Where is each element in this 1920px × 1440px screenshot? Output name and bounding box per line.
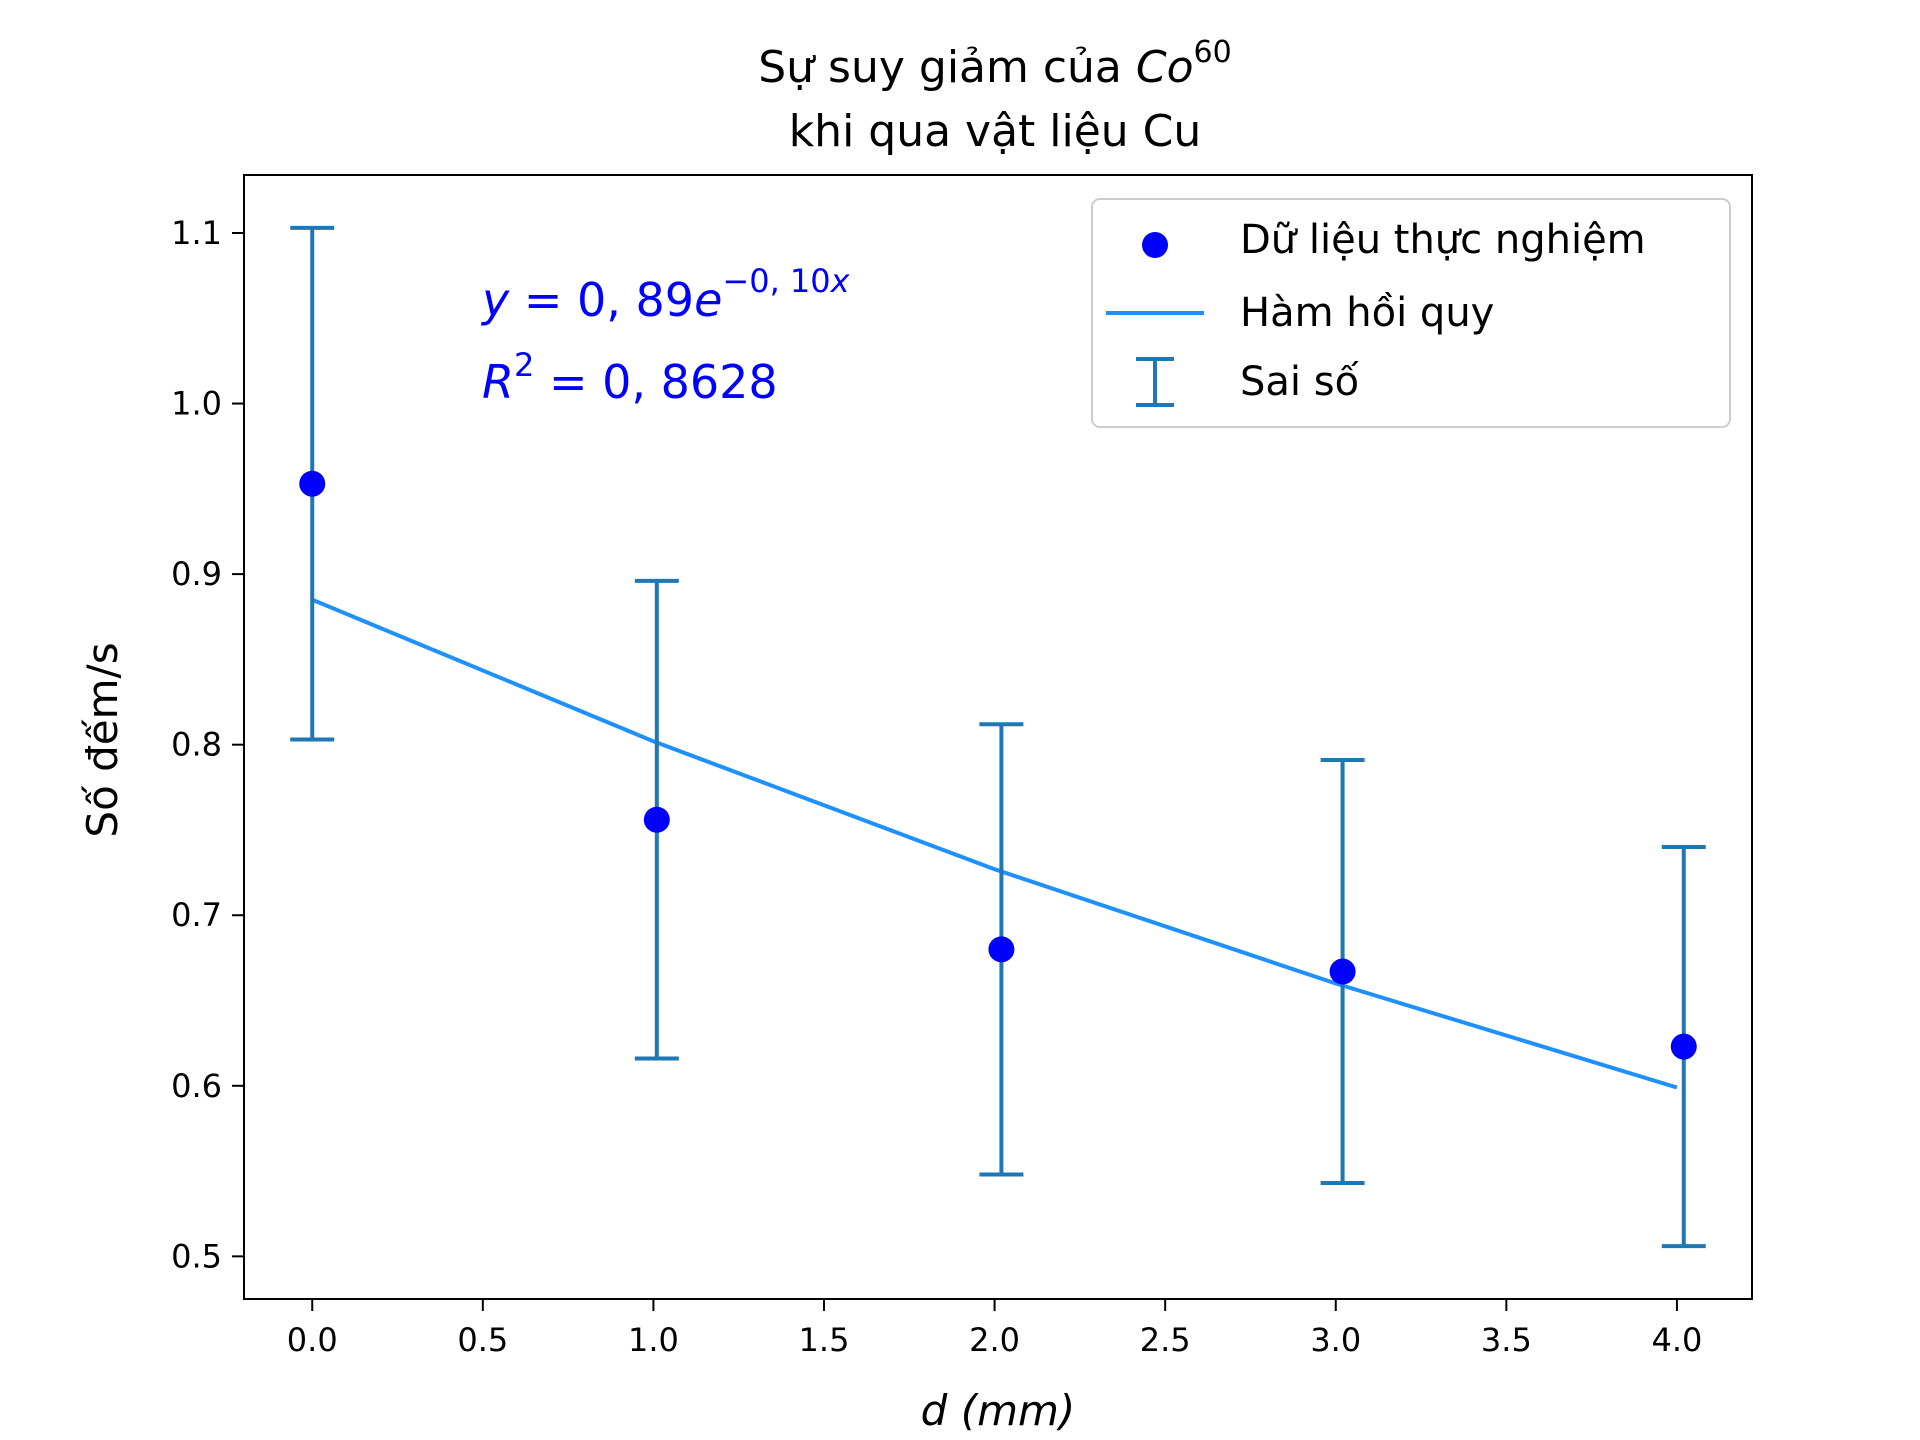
- y-tick-label: 0.6: [171, 1067, 222, 1105]
- x-tick-label: 1.5: [799, 1321, 850, 1359]
- y-axis-title: Số đếm/s: [78, 642, 127, 837]
- data-point: [1329, 958, 1356, 985]
- data-point: [1670, 1033, 1697, 1060]
- equation-y: y: [480, 273, 510, 327]
- plot-content: [290, 225, 1706, 1249]
- equation-body: = 0, 89: [509, 273, 694, 327]
- x-axis: 0.0 0.5 1.0 1.5 2.0 2.5 3.0 3.5 4.0: [287, 1299, 1702, 1359]
- equation-e: e: [694, 273, 722, 327]
- x-tick-label: 0.0: [287, 1321, 338, 1359]
- y-axis: 0.5 0.6 0.7 0.8 0.9 1.0 1.1: [171, 214, 244, 1275]
- regression-equation: y = 0, 89e−0, 10x: [480, 262, 851, 327]
- y-tick-label: 0.5: [171, 1237, 222, 1275]
- y-tick-label: 1.0: [171, 385, 222, 423]
- x-tick-label: 3.5: [1481, 1321, 1532, 1359]
- plot-area: [243, 174, 1753, 1300]
- regression-line: [311, 597, 1678, 1090]
- legend-label-points: Dữ liệu thực nghiệm: [1240, 217, 1646, 263]
- legend-label-errorbar: Sai số: [1240, 359, 1360, 405]
- chart-title-symbol: Co: [1136, 42, 1194, 93]
- legend-marker-errorbar: [1136, 357, 1174, 407]
- legend-label-line: Hàm hồi quy: [1240, 290, 1494, 336]
- x-tick-label: 3.0: [1310, 1321, 1361, 1359]
- r2-sup: 2: [514, 346, 534, 384]
- chart-subtitle: khi qua vật liệu Cu: [789, 106, 1202, 157]
- r2-value: = 0, 8628: [534, 355, 777, 409]
- data-point: [643, 806, 670, 833]
- y-tick-label: 0.8: [171, 726, 222, 764]
- equation-exponent: −0, 10: [722, 262, 830, 300]
- x-axis-variable: d: [921, 1386, 948, 1435]
- x-tick-label: 1.0: [628, 1321, 679, 1359]
- x-axis-unit: (mm): [961, 1386, 1076, 1435]
- data-point: [988, 936, 1015, 963]
- x-tick-label: 4.0: [1651, 1321, 1702, 1359]
- chart-title-prefix: Sự suy giảm của: [758, 42, 1136, 93]
- y-tick-label: 0.7: [171, 896, 222, 934]
- y-tick-label: 0.9: [171, 555, 222, 593]
- legend-box: [1091, 198, 1731, 428]
- legend: Dữ liệu thực nghiệm Hàm hồi quy Sai số: [1091, 198, 1731, 428]
- x-tick-label: 0.5: [457, 1321, 508, 1359]
- x-axis-title: d (mm): [921, 1386, 1076, 1435]
- x-axis-gap: [947, 1386, 960, 1435]
- y-tick-label: 1.1: [171, 214, 222, 252]
- r2-R: R: [482, 355, 514, 409]
- r-squared: R2 = 0, 8628: [482, 346, 778, 409]
- chart-title: Sự suy giảm của Co60: [758, 35, 1231, 93]
- data-point: [299, 470, 326, 497]
- equation-exponent-x: x: [830, 262, 851, 300]
- x-tick-label: 2.5: [1140, 1321, 1191, 1359]
- chart-title-sup: 60: [1194, 35, 1232, 70]
- legend-marker-points: [1142, 232, 1168, 258]
- x-tick-label: 2.0: [969, 1321, 1020, 1359]
